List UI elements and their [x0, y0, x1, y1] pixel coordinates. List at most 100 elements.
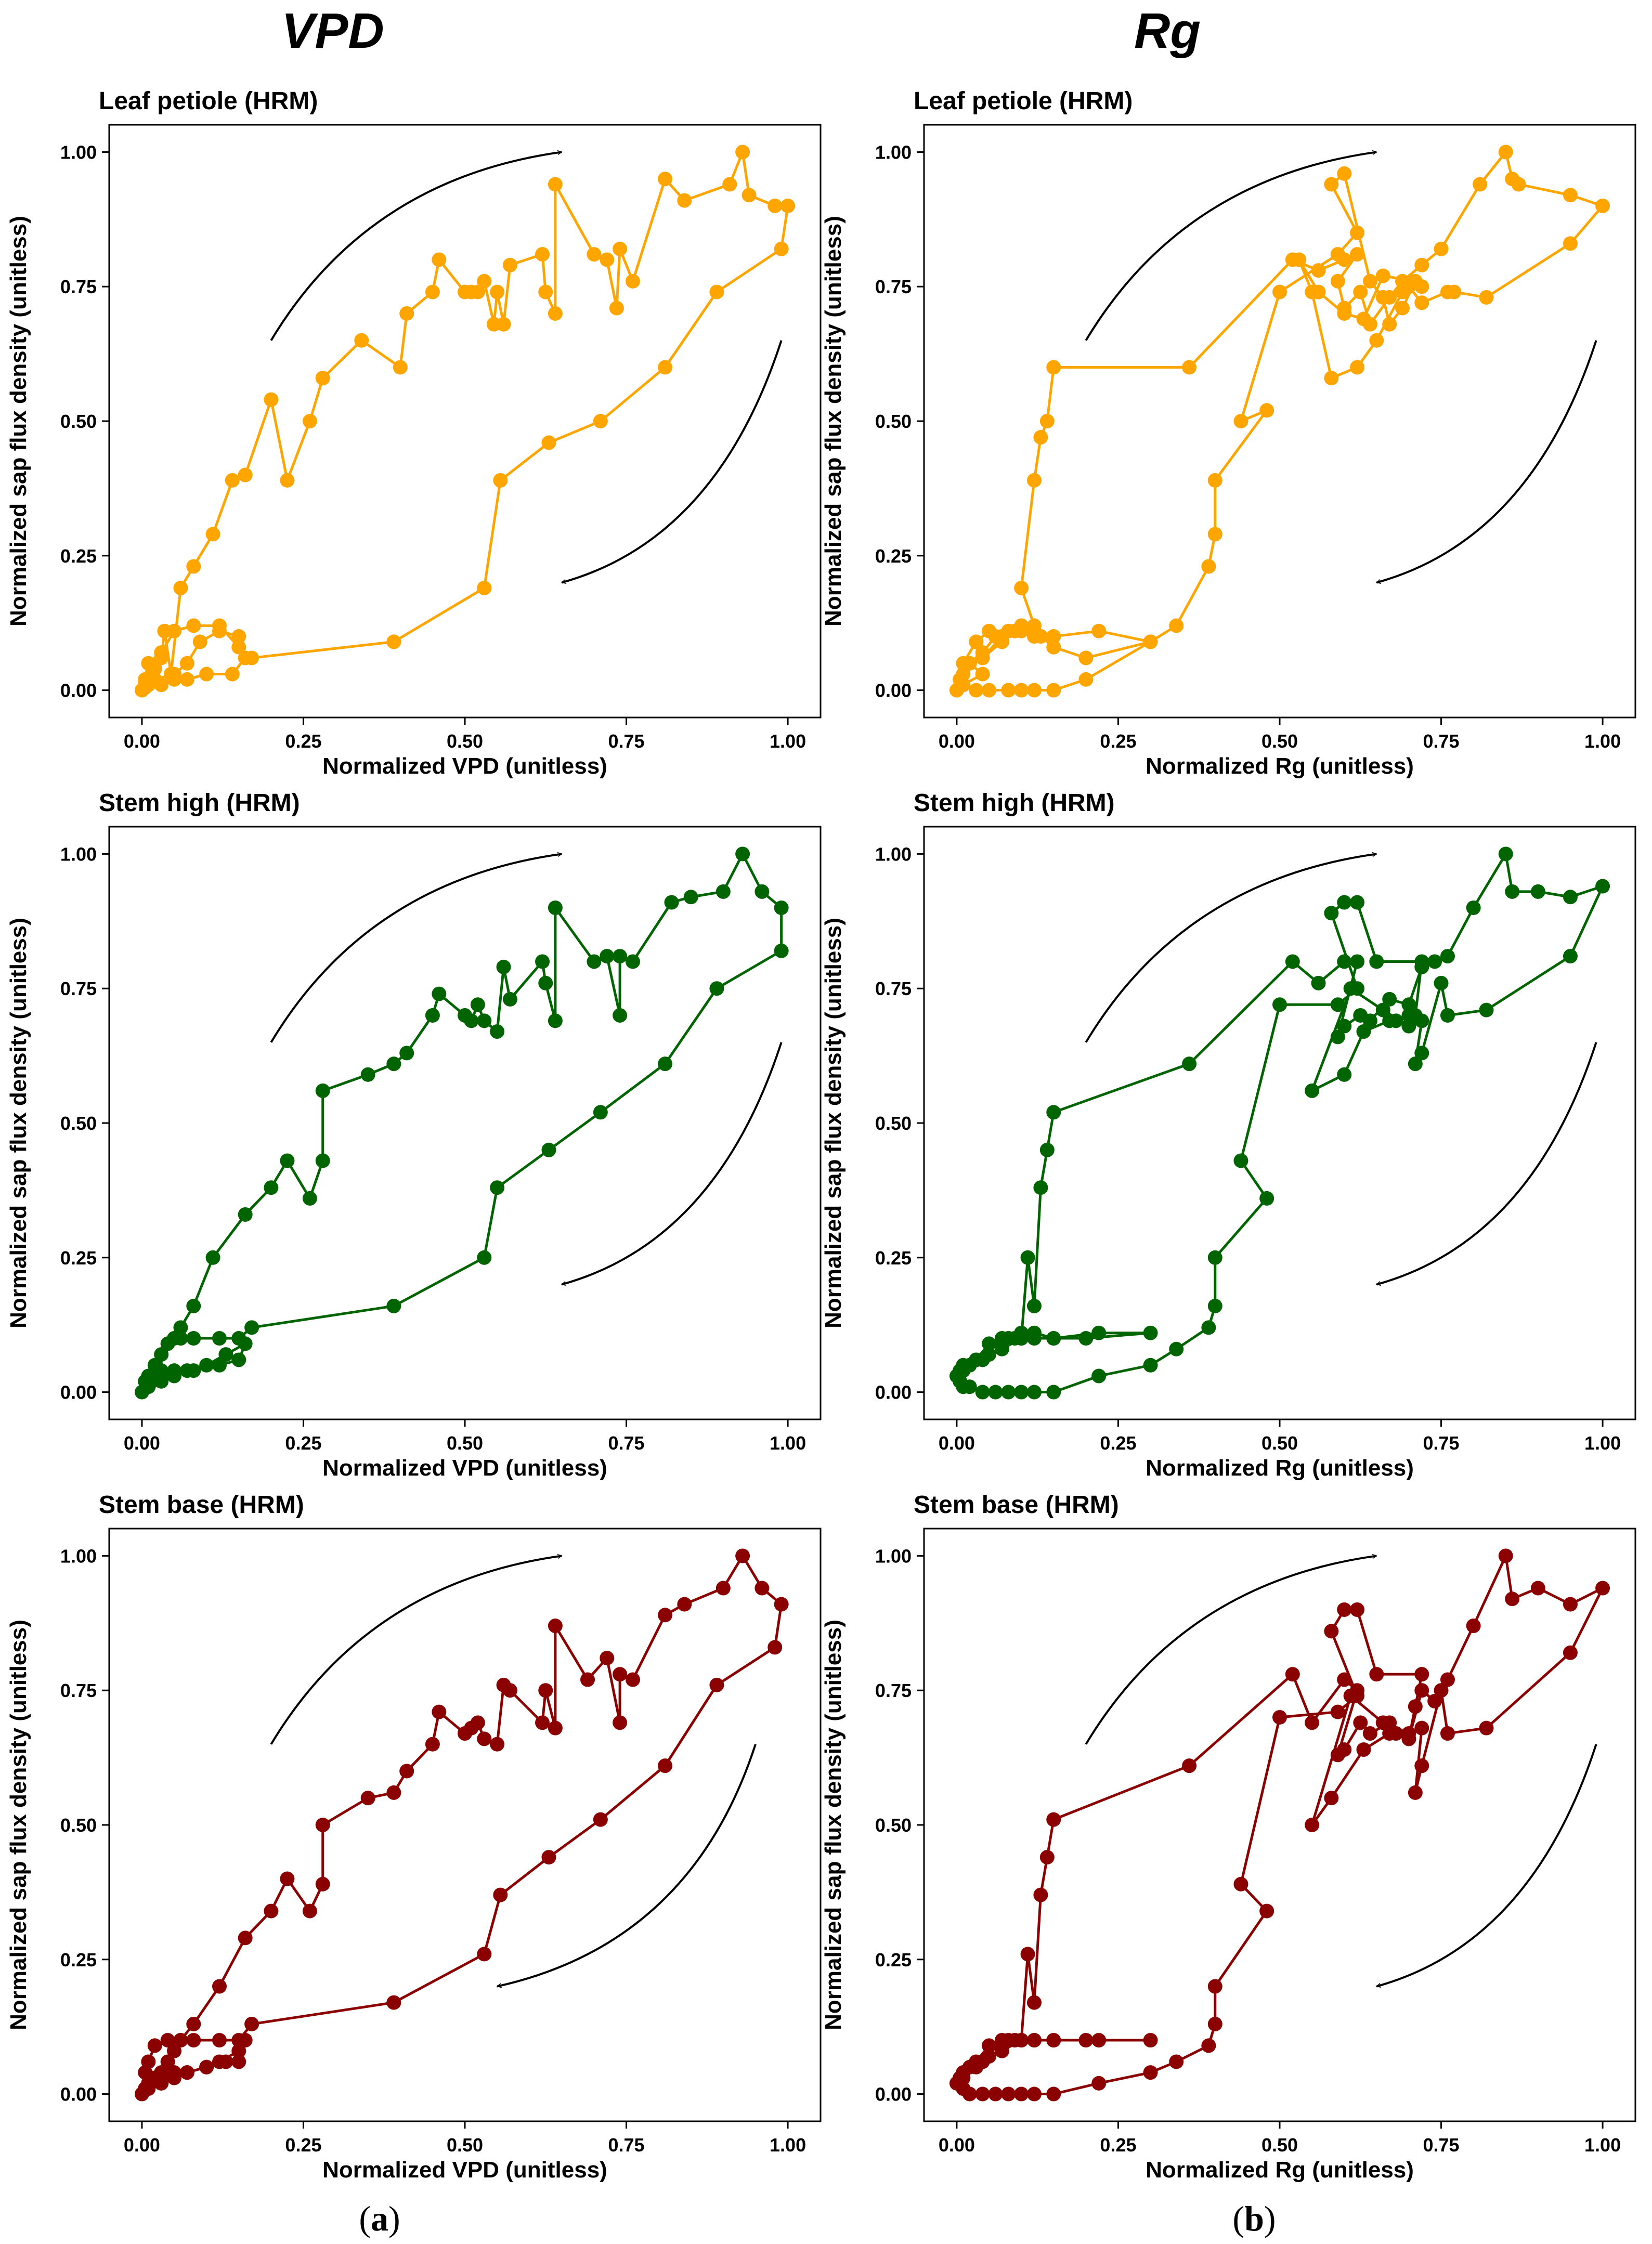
y-tick-label: 1.00	[875, 843, 912, 865]
data-point	[1020, 1947, 1035, 1962]
arrow-clockwise-lower-icon	[1376, 340, 1597, 583]
y-tick-label: 1.00	[60, 843, 97, 865]
x-tick-label: 1.00	[770, 2134, 806, 2156]
data-point	[593, 1812, 608, 1827]
data-point	[425, 1737, 440, 1752]
y-axis-title: Normalized sap flux density (unitless)	[821, 1620, 846, 2030]
data-point	[1427, 1693, 1442, 1708]
data-point	[1078, 1331, 1094, 1346]
chart-panel-5: Stem base (HRM) 0.00 0.00 0.25 0.25 0.50 0.50 0…	[6, 1491, 822, 2183]
data-point	[1033, 430, 1048, 445]
data-point	[199, 1358, 214, 1373]
data-point	[1498, 145, 1513, 160]
y-tick-label: 0.50	[60, 411, 97, 432]
data-point	[982, 2038, 997, 2053]
arrow-clockwise-upper-icon	[1085, 152, 1376, 341]
series-line	[140, 1554, 783, 2095]
data-point	[1201, 2038, 1216, 2053]
data-point	[141, 2081, 156, 2096]
data-point	[1324, 1791, 1339, 1806]
data-point	[315, 1083, 330, 1098]
data-point	[1530, 1581, 1545, 1596]
data-point	[470, 997, 485, 1012]
data-point	[613, 949, 628, 964]
data-point	[1408, 1785, 1423, 1800]
chart-panel-3: Stem high (HRM) 0.00 0.00 0.25 0.25 0.50 0.50 0…	[6, 789, 822, 1481]
data-point	[1046, 1331, 1061, 1346]
data-point	[1337, 306, 1352, 321]
data-point	[1259, 1191, 1274, 1206]
data-point	[477, 1013, 492, 1028]
data-point	[1350, 247, 1365, 262]
y-tick-label: 0.00	[60, 680, 97, 701]
data-point	[541, 1142, 556, 1157]
data-point	[167, 623, 182, 638]
column-title-vpd: VPD	[281, 3, 384, 59]
data-point	[1440, 1008, 1455, 1023]
data-point	[496, 959, 511, 974]
data-point	[173, 1331, 188, 1346]
data-point	[1434, 241, 1449, 256]
data-point	[1595, 1581, 1610, 1596]
data-point	[994, 629, 1009, 644]
data-point	[1395, 284, 1410, 299]
data-point	[1595, 879, 1610, 894]
x-tick-label: 0.00	[939, 2134, 975, 2156]
y-tick-label: 0.00	[875, 1382, 912, 1403]
data-point	[1292, 252, 1307, 267]
data-point	[1388, 1726, 1403, 1741]
arrow-clockwise-upper-icon	[270, 1556, 562, 1745]
data-point	[600, 949, 615, 964]
data-point	[1350, 1688, 1365, 1703]
data-point	[1563, 890, 1578, 905]
data-point	[360, 1791, 375, 1806]
data-point	[982, 1336, 997, 1351]
data-point	[1408, 1699, 1423, 1714]
series-line	[955, 852, 1604, 1394]
data-point	[1285, 954, 1300, 969]
data-point	[1143, 1325, 1158, 1340]
data-point	[179, 656, 194, 671]
data-point	[502, 257, 517, 272]
panel-title: Leaf petiole (HRM)	[99, 87, 318, 115]
data-point	[580, 1672, 595, 1687]
data-point	[1207, 527, 1222, 542]
data-point	[774, 900, 789, 915]
data-point	[1039, 1142, 1055, 1157]
x-tick-label: 1.00	[770, 730, 806, 752]
data-point	[742, 188, 757, 203]
data-point	[1026, 629, 1042, 644]
data-point	[432, 986, 447, 1001]
x-tick-label: 0.25	[1100, 1432, 1136, 1454]
data-point	[315, 1153, 330, 1168]
x-tick-label: 0.50	[1261, 1432, 1298, 1454]
data-point	[1382, 991, 1397, 1007]
data-point	[1046, 1385, 1061, 1400]
y-tick-label: 0.25	[875, 1247, 912, 1269]
data-point	[677, 1597, 692, 1612]
x-tick-label: 0.50	[1261, 730, 1298, 752]
data-point	[1337, 1067, 1352, 1082]
y-tick-label: 1.00	[60, 141, 97, 163]
data-point	[1414, 1667, 1429, 1682]
data-point	[1324, 371, 1339, 386]
series-line	[141, 852, 783, 1393]
data-point	[1272, 284, 1287, 299]
data-point	[1026, 1385, 1042, 1400]
x-tick-label: 0.25	[285, 730, 321, 752]
arrow-clockwise-upper-icon	[1085, 854, 1376, 1043]
y-tick-label: 0.50	[60, 1815, 97, 1836]
data-point	[493, 473, 508, 488]
data-point	[1401, 1731, 1416, 1746]
y-tick-label: 0.00	[875, 680, 912, 701]
data-point	[1330, 247, 1345, 262]
data-point	[1362, 273, 1377, 289]
data-point	[1479, 290, 1494, 305]
arrow-clockwise-lower-icon	[1376, 1042, 1597, 1285]
data-point	[1046, 1105, 1061, 1120]
data-point	[988, 1385, 1003, 1400]
data-point	[587, 247, 602, 262]
data-point	[1337, 954, 1352, 969]
data-point	[490, 1180, 505, 1195]
data-point	[231, 1352, 246, 1367]
